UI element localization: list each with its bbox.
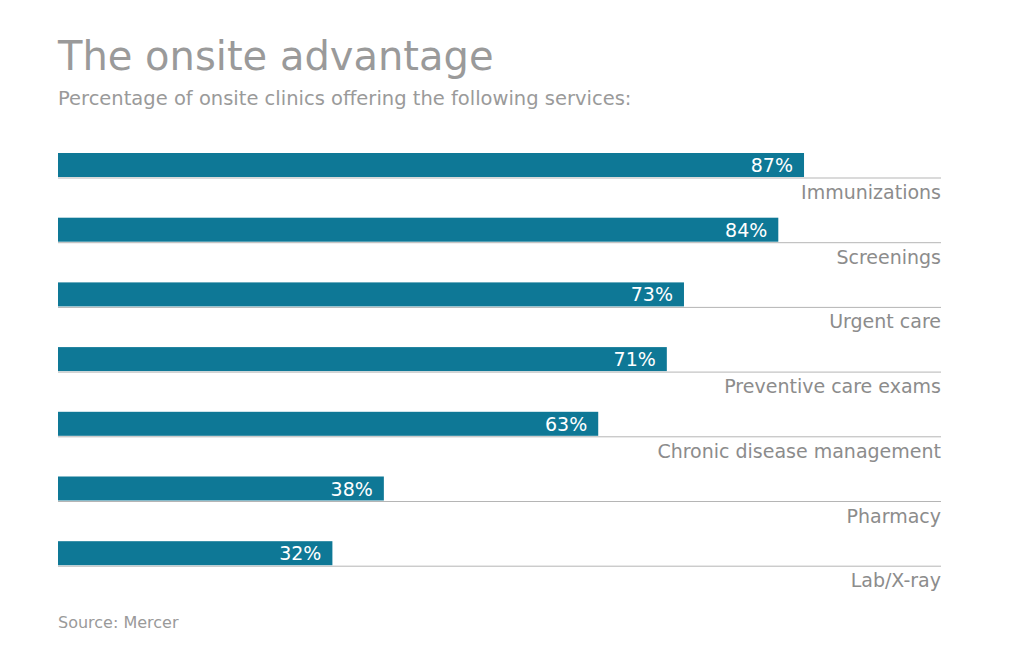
data-label: 32% bbox=[279, 542, 321, 564]
category-label: Chronic disease management bbox=[657, 440, 941, 462]
data-label: 87% bbox=[751, 154, 793, 176]
bar bbox=[58, 153, 804, 177]
category-label: Screenings bbox=[836, 246, 941, 268]
chart: The onsite advantage Percentage of onsite… bbox=[0, 0, 1024, 667]
bar bbox=[58, 218, 778, 242]
category-label: Lab/X-ray bbox=[851, 569, 941, 591]
subtitle: Percentage of onsite clinics offering th… bbox=[58, 87, 631, 110]
bars bbox=[58, 153, 804, 565]
category-label: Urgent care bbox=[829, 310, 941, 332]
row-rule bbox=[58, 242, 941, 243]
data-label: 71% bbox=[614, 348, 656, 370]
data-label: 84% bbox=[725, 219, 767, 241]
title: The onsite advantage bbox=[57, 33, 494, 79]
row-rule bbox=[58, 566, 941, 567]
row-rule bbox=[58, 178, 941, 179]
row-rule bbox=[58, 501, 941, 502]
bar bbox=[58, 347, 667, 371]
bar bbox=[58, 412, 598, 436]
category-label: Pharmacy bbox=[847, 505, 941, 527]
data-label: 63% bbox=[545, 413, 587, 435]
category-label: Preventive care exams bbox=[724, 375, 941, 397]
row-rule bbox=[58, 307, 941, 308]
data-label: 73% bbox=[631, 283, 673, 305]
row-rule bbox=[58, 436, 941, 437]
bar bbox=[58, 477, 384, 501]
bar bbox=[58, 282, 684, 306]
source: Source: Mercer bbox=[58, 613, 179, 632]
data-label: 38% bbox=[331, 478, 373, 500]
row-rule bbox=[58, 372, 941, 373]
bar bbox=[58, 541, 332, 565]
category-label: Immunizations bbox=[801, 181, 941, 203]
labels: 87% Immunizations 84% Screenings 73% Urgent c… bbox=[279, 154, 941, 591]
